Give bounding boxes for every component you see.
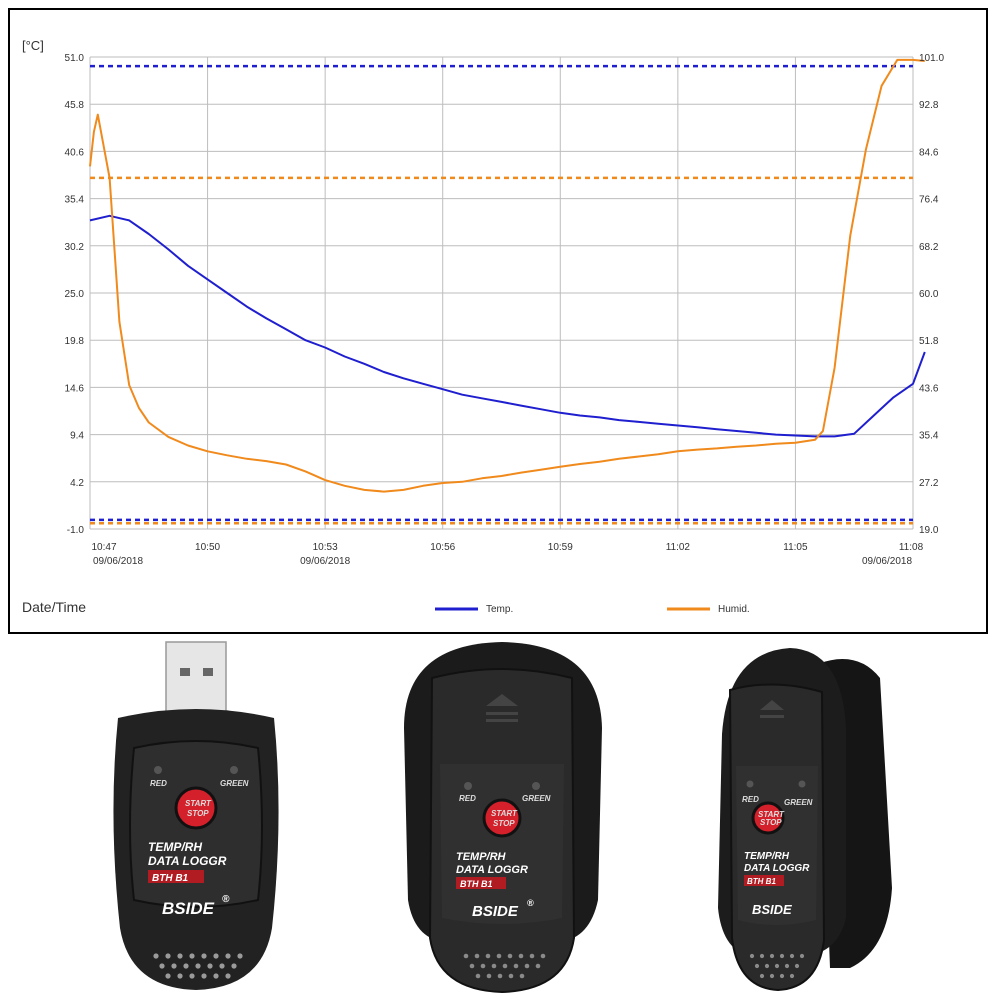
red-led: [746, 780, 754, 788]
x-tick-date: 09/06/2018: [300, 556, 350, 567]
y-left-tick-label: 45.8: [65, 100, 85, 111]
device-usb-logger: RED GREEN START STOP TEMP/RH DATA LOGGR …: [113, 641, 279, 990]
slide-mark: [486, 719, 518, 722]
usb-connector: [165, 641, 227, 713]
legend-temp-label: Temp.: [486, 604, 513, 615]
start-stop-button[interactable]: [751, 801, 785, 835]
x-tick-time: 10:50: [195, 542, 220, 553]
brand-logo: BSIDE: [162, 899, 215, 918]
product-line-1: TEMP/RH: [148, 840, 202, 854]
usb-connector-hole: [180, 668, 190, 676]
y-right-tick-label: 43.6: [919, 383, 939, 394]
start-stop-button[interactable]: [174, 786, 218, 830]
y-left-tick-label: 4.2: [70, 478, 84, 489]
y-left-tick-label: -1.0: [67, 525, 85, 536]
product-line-1: TEMP/RH: [456, 851, 507, 863]
temperature-humidity-chart: [°C] 51.0 101.0 45.8 92.8 40.6 84.6 35.4 76.4 30…: [22, 38, 945, 615]
red-led-label: RED: [459, 794, 476, 803]
x-tick-time: 11:02: [666, 542, 691, 553]
x-tick-date: 09/06/2018: [93, 556, 143, 567]
vent-grille: [749, 953, 805, 979]
y-right-tick-label: 76.4: [919, 195, 939, 206]
product-line-1: TEMP/RH: [744, 851, 790, 862]
y-left-tick-label: 51.0: [65, 53, 85, 64]
y-left-tick-label: 35.4: [65, 195, 85, 206]
device-photos: RED GREEN START STOP TEMP/RH DATA LOGGR …: [113, 641, 892, 994]
vent-grille: [153, 953, 243, 979]
y-right-tick-label: 68.2: [919, 242, 939, 253]
series-line-humid: [89, 58, 925, 493]
product-line-2: DATA LOGGR: [744, 863, 810, 874]
red-led-label: RED: [150, 779, 167, 788]
device-face: [440, 764, 564, 924]
y-right-tick-label: 27.2: [919, 478, 939, 489]
red-led-label: RED: [742, 795, 759, 804]
y-left-tick-label: 14.6: [65, 383, 85, 394]
button-label-stop: STOP: [187, 809, 209, 818]
brand-logo: BSIDE: [472, 903, 519, 920]
slide-mark: [760, 715, 784, 718]
device-holster-front: RED GREEN START STOP TEMP/RH DATA LOGGR …: [404, 642, 602, 994]
grid: [89, 56, 914, 530]
y-left-tick-label: 9.4: [70, 431, 84, 442]
series-lines: [89, 58, 926, 493]
green-led-label: GREEN: [220, 779, 249, 788]
y-right-tick-label: 51.8: [919, 336, 939, 347]
product-line-2: DATA LOGGR: [148, 854, 227, 868]
model-label: BTH B1: [152, 873, 189, 884]
model-badge: [456, 877, 506, 889]
y-axis-unit: [°C]: [22, 38, 44, 53]
slide-arrow-icon: [760, 700, 784, 710]
usb-connector-hole: [203, 668, 213, 676]
slide-mark: [486, 712, 518, 715]
green-led: [798, 780, 806, 788]
button-label-start: START: [758, 810, 785, 819]
model-badge: [148, 870, 204, 883]
y-right-tick-label: 60.0: [919, 289, 939, 300]
green-led-label: GREEN: [784, 798, 813, 807]
registered-mark: ®: [527, 898, 534, 908]
y-right-tick-label: 19.0: [919, 525, 939, 536]
y-right-tick-label: 92.8: [919, 100, 939, 111]
model-label: BTH B1: [460, 879, 493, 889]
model-badge: [744, 875, 784, 886]
x-tick-time: 10:56: [430, 542, 455, 553]
x-tick-time: 10:53: [313, 542, 338, 553]
x-tick-time: 10:47: [91, 542, 116, 553]
registered-mark: ®: [222, 894, 230, 905]
y-right-tick-label: 35.4: [919, 431, 939, 442]
x-tick-time: 10:59: [548, 542, 573, 553]
green-led: [532, 782, 540, 790]
chart-frame: [°C] 51.0 101.0 45.8 92.8 40.6 84.6 35.4 76.4 30…: [8, 8, 988, 634]
legend-humid-label: Humid.: [718, 604, 750, 615]
start-stop-button[interactable]: [482, 798, 522, 838]
red-led: [464, 782, 472, 790]
x-tick-date: 09/06/2018: [862, 556, 912, 567]
axis-ticks: 51.0 101.0 45.8 92.8 40.6 84.6 35.4 76.4 30.2 68.…: [65, 53, 945, 567]
button-label-stop: STOP: [493, 819, 515, 828]
x-tick-time: 11:05: [783, 542, 808, 553]
y-left-tick-label: 25.0: [65, 289, 85, 300]
device-holster-angled: RED GREEN START STOP TEMP/RH DATA LOGGR …: [718, 648, 892, 992]
y-right-tick-label: 84.6: [919, 147, 939, 158]
slide-arrow-icon: [486, 694, 518, 706]
green-led-label: GREEN: [522, 794, 551, 803]
brand-logo: BSIDE: [752, 902, 792, 917]
vent-grille: [463, 953, 546, 979]
model-label: BTH B1: [747, 877, 776, 886]
reference-lines: [90, 64, 913, 525]
x-axis-title: Date/Time: [22, 599, 86, 615]
button-label-stop: STOP: [760, 818, 782, 827]
x-tick-time: 11:08: [899, 542, 924, 553]
y-left-tick-label: 19.8: [65, 336, 85, 347]
y-right-tick-label: 101.0: [919, 53, 944, 64]
series-line-temp: [89, 214, 926, 438]
button-label-start: START: [185, 799, 212, 808]
y-left-tick-label: 30.2: [65, 242, 85, 253]
green-led: [230, 766, 238, 774]
button-label-start: START: [491, 809, 518, 818]
y-left-tick-label: 40.6: [65, 147, 85, 158]
product-line-2: DATA LOGGR: [456, 864, 528, 876]
red-led: [154, 766, 162, 774]
